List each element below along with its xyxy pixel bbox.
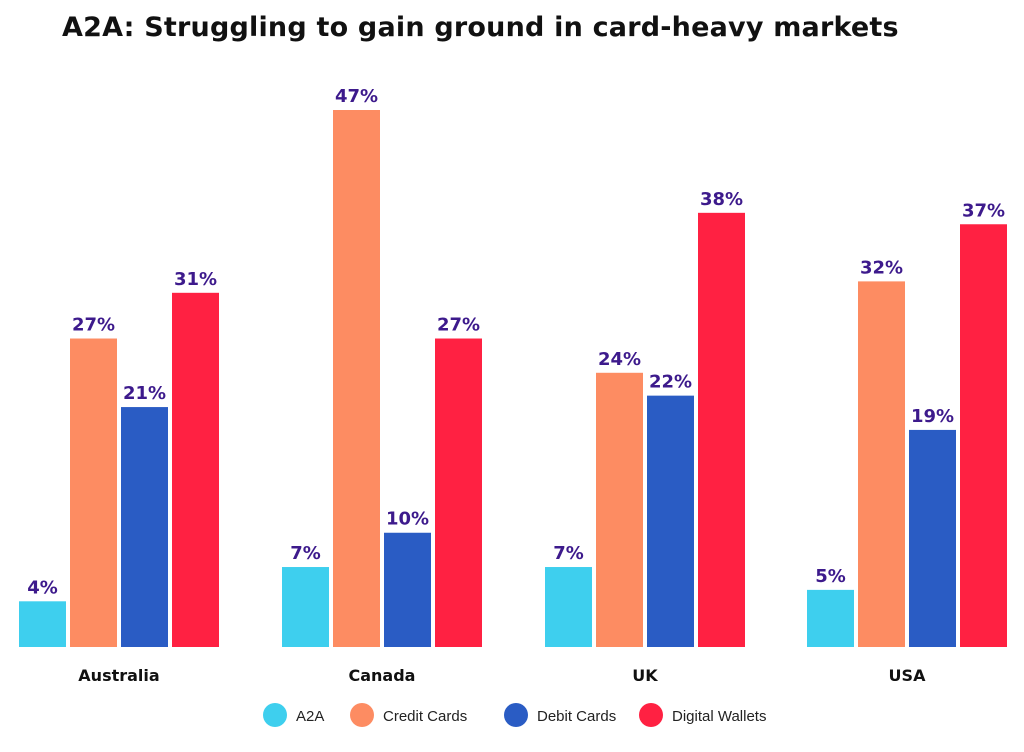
bar-canada-debit-cards: [384, 532, 431, 647]
bar-australia-a2a: [19, 601, 66, 647]
legend-swatch: [263, 703, 287, 727]
legend-swatch: [504, 703, 528, 727]
bar-australia-debit-cards: [121, 407, 168, 647]
legend-label: Digital Wallets: [672, 708, 766, 725]
data-label: 31%: [174, 269, 217, 290]
data-label: 22%: [649, 372, 692, 393]
data-label: 27%: [72, 315, 115, 336]
category-label: UK: [632, 666, 658, 685]
data-label: 37%: [962, 200, 1005, 221]
data-label: 32%: [860, 257, 903, 278]
bar-uk-debit-cards: [647, 395, 694, 647]
bar-australia-digital-wallets: [172, 292, 219, 647]
chart-title: A2A: Struggling to gain ground in card-h…: [62, 12, 899, 43]
bar-uk-digital-wallets: [698, 212, 745, 648]
bar-usa-a2a: [807, 589, 854, 647]
legend-label: A2A: [296, 708, 324, 725]
data-label: 10%: [386, 509, 429, 530]
data-label: 47%: [335, 86, 378, 107]
category-label: Canada: [349, 666, 416, 685]
category-label: Australia: [78, 666, 159, 685]
bar-usa-digital-wallets: [960, 224, 1007, 648]
category-label: USA: [889, 666, 927, 685]
data-label: 24%: [598, 349, 641, 370]
bar-usa-credit-cards: [858, 281, 905, 647]
bar-uk-a2a: [545, 567, 592, 647]
data-label: 7%: [553, 543, 584, 564]
data-label: 19%: [911, 406, 954, 427]
legend-label: Credit Cards: [383, 708, 467, 725]
data-label: 27%: [437, 315, 480, 336]
bar-canada-digital-wallets: [435, 338, 482, 647]
bar-uk-credit-cards: [596, 372, 643, 647]
data-label: 38%: [700, 189, 743, 210]
legend-swatch: [639, 703, 663, 727]
bar-canada-a2a: [282, 567, 329, 647]
data-label: 21%: [123, 383, 166, 404]
legend-swatch: [350, 703, 374, 727]
data-label: 5%: [815, 566, 846, 587]
bar-usa-debit-cards: [909, 429, 956, 647]
data-label: 7%: [290, 543, 321, 564]
data-label: 4%: [27, 577, 58, 598]
bar-australia-credit-cards: [70, 338, 117, 647]
bar-canada-credit-cards: [333, 110, 380, 647]
legend-label: Debit Cards: [537, 708, 616, 725]
